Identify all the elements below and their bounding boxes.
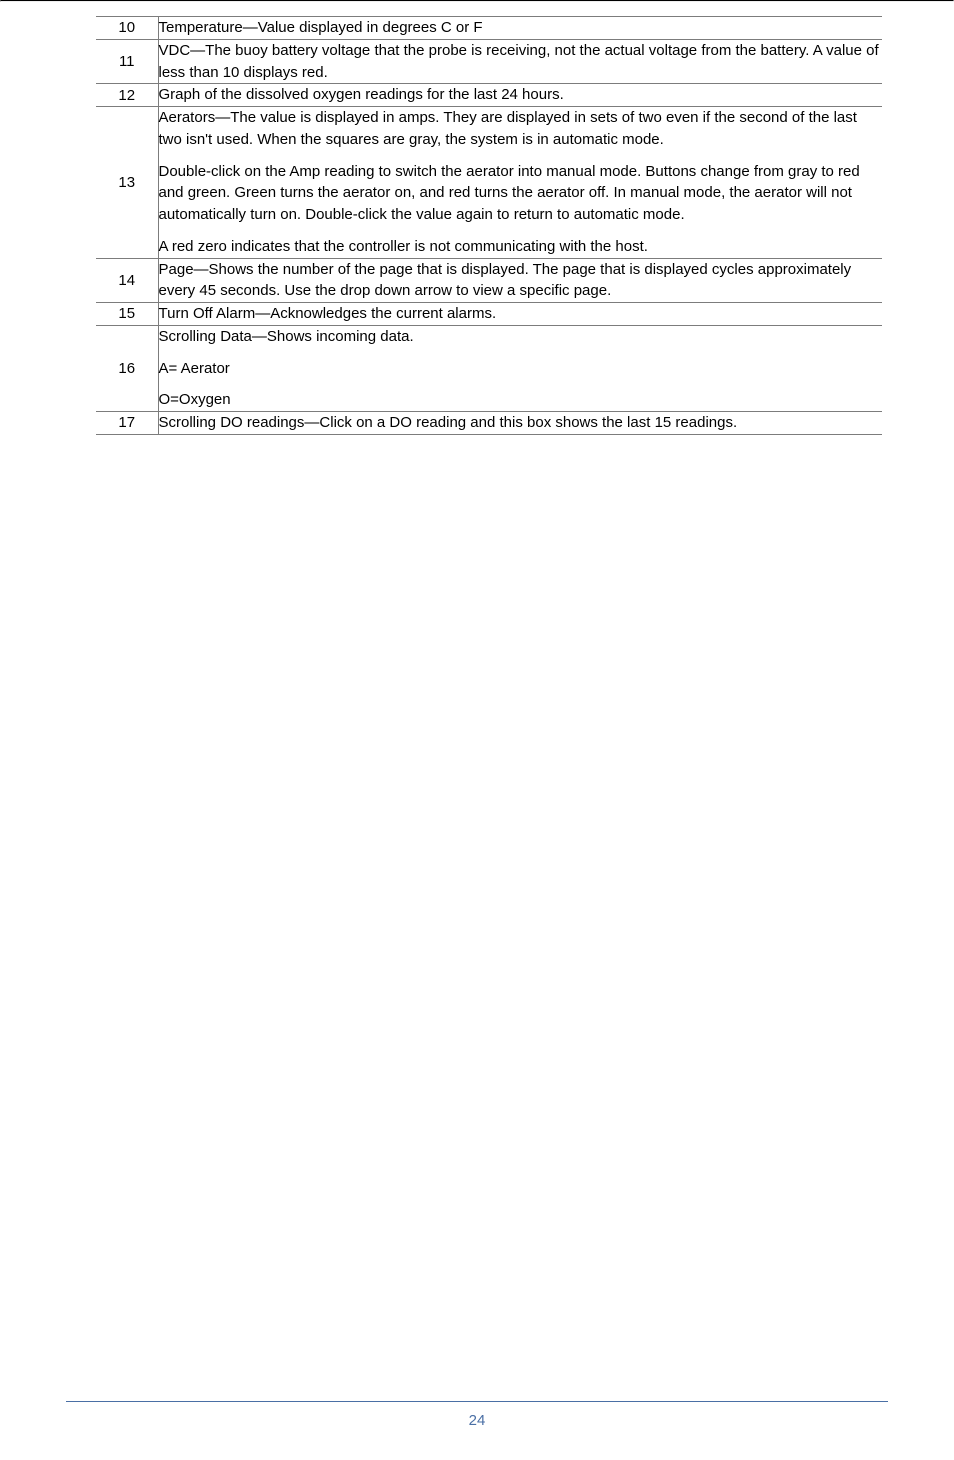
description-paragraph: VDC—The buoy battery voltage that the pr…: [159, 40, 883, 84]
description-paragraph: O=Oxygen: [159, 389, 883, 411]
description-paragraph: Aerators—The value is displayed in amps.…: [159, 107, 883, 151]
table-row: 13Aerators—The value is displayed in amp…: [96, 107, 882, 259]
row-number: 17: [96, 412, 158, 435]
row-description: Page—Shows the number of the page that i…: [158, 258, 882, 303]
table-row: 14Page—Shows the number of the page that…: [96, 258, 882, 303]
row-description: Graph of the dissolved oxygen readings f…: [158, 84, 882, 107]
content-area: 10Temperature—Value displayed in degrees…: [0, 2, 954, 1401]
table-body: 10Temperature—Value displayed in degrees…: [96, 17, 882, 435]
description-paragraph: Graph of the dissolved oxygen readings f…: [159, 84, 883, 106]
description-paragraph: Scrolling Data—Shows incoming data.: [159, 326, 883, 348]
row-number: 14: [96, 258, 158, 303]
description-paragraph: Scrolling DO readings—Click on a DO read…: [159, 412, 883, 434]
footer: 24: [66, 1401, 888, 1460]
description-paragraph: Page—Shows the number of the page that i…: [159, 259, 883, 303]
row-number: 11: [96, 39, 158, 84]
row-description: Scrolling DO readings—Click on a DO read…: [158, 412, 882, 435]
row-number: 15: [96, 303, 158, 326]
table-row: 16Scrolling Data—Shows incoming data. A= …: [96, 325, 882, 411]
page: 10Temperature—Value displayed in degrees…: [0, 0, 954, 1460]
description-paragraph: Double-click on the Amp reading to switc…: [159, 161, 883, 226]
table-row: 11VDC—The buoy battery voltage that the …: [96, 39, 882, 84]
row-number: 16: [96, 325, 158, 411]
row-description: Temperature—Value displayed in degrees C…: [158, 17, 882, 40]
row-number: 13: [96, 107, 158, 259]
row-number: 10: [96, 17, 158, 40]
row-description: Aerators—The value is displayed in amps.…: [158, 107, 882, 259]
table-row: 17Scrolling DO readings—Click on a DO re…: [96, 412, 882, 435]
table-row: 15Turn Off Alarm—Acknowledges the curren…: [96, 303, 882, 326]
description-paragraph: A= Aerator: [159, 358, 883, 380]
description-paragraph: Temperature—Value displayed in degrees C…: [159, 17, 883, 39]
description-paragraph: Turn Off Alarm—Acknowledges the current …: [159, 303, 883, 325]
page-number: 24: [469, 1412, 486, 1429]
table-row: 12Graph of the dissolved oxygen readings…: [96, 84, 882, 107]
row-description: VDC—The buoy battery voltage that the pr…: [158, 39, 882, 84]
row-description: Turn Off Alarm—Acknowledges the current …: [158, 303, 882, 326]
row-description: Scrolling Data—Shows incoming data. A= Ae…: [158, 325, 882, 411]
description-paragraph: A red zero indicates that the controller…: [159, 236, 883, 258]
definitions-table: 10Temperature—Value displayed in degrees…: [96, 16, 882, 435]
table-row: 10Temperature—Value displayed in degrees…: [96, 17, 882, 40]
row-number: 12: [96, 84, 158, 107]
